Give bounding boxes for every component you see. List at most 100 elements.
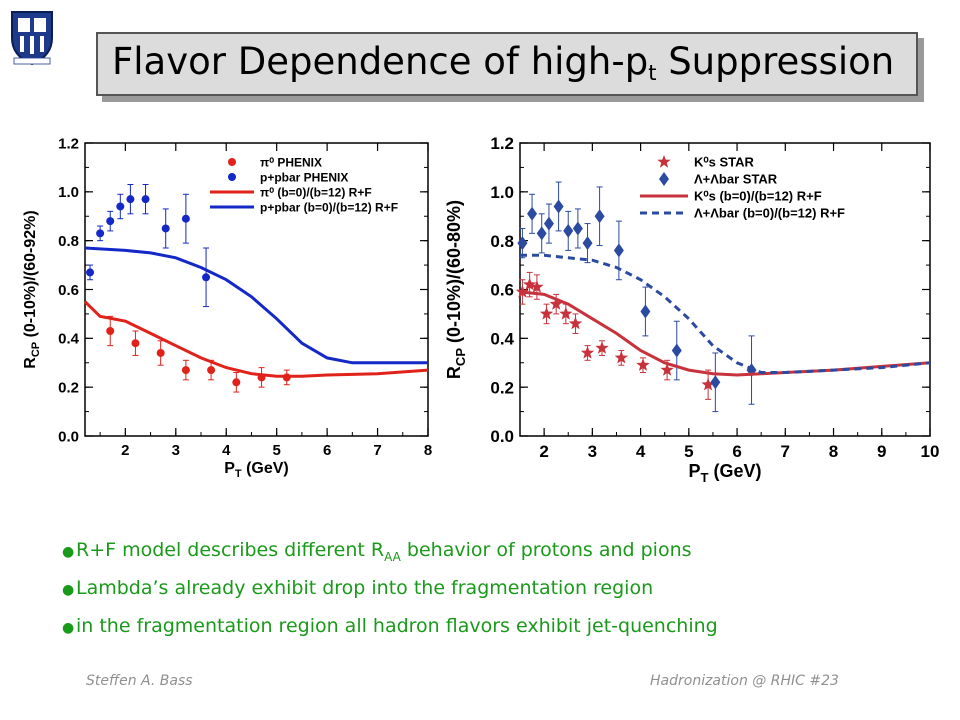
plot-frame [84, 142, 429, 437]
bullet-dot-icon: ● [62, 544, 75, 560]
x-axis-title: PT (GeV) [689, 461, 762, 485]
bullet-dot-icon: ● [62, 620, 75, 636]
university-shield-logo [11, 11, 53, 66]
legend-marker [228, 158, 236, 166]
y-tick-label: 0.2 [58, 380, 79, 397]
x-tick-label: 8 [829, 442, 838, 461]
x-tick-label: 2 [539, 442, 548, 461]
data-point [640, 304, 651, 319]
legend-label: K⁰s STAR [694, 155, 754, 170]
data-point [202, 273, 211, 282]
y-tick-label: 0.8 [490, 232, 514, 251]
bullet-post: behavior of protons and pions [400, 539, 692, 561]
x-tick-label: 7 [781, 442, 790, 461]
bullet-list: ●R+F model describes different RAA behav… [62, 537, 718, 651]
bullet-dot-icon: ● [62, 582, 75, 598]
data-point [517, 236, 528, 251]
legend-marker [659, 172, 669, 186]
legend-label: π⁰ (b=0)/(b=12) R+F [260, 185, 372, 199]
data-point [613, 243, 624, 258]
data-point [671, 343, 682, 358]
chart-left: 0.0 0.2 0.4 0.6 0.8 1.0 1.2 2 3 4 5 6 7 8 PT (GeV) RCP … [22, 135, 432, 480]
plot-frame [519, 142, 931, 437]
data-point [523, 277, 537, 291]
x-tick-label: 9 [877, 442, 886, 461]
y-tick-label: 0.6 [490, 281, 514, 300]
data-point [539, 306, 554, 320]
y-tick-label: 0.4 [490, 329, 514, 348]
y-tick-label: 1.0 [490, 183, 514, 202]
data-point [580, 346, 595, 359]
data-point [660, 363, 674, 376]
bullet-pre: in the fragmentation region all hadron f… [76, 615, 718, 637]
y-tick-label: 1.2 [58, 135, 79, 152]
data-point [595, 341, 609, 354]
legend-marker [657, 155, 671, 168]
bullet-item: ●Lambda’s already exhibit drop into the … [62, 575, 718, 613]
data-point [131, 339, 140, 348]
chart-right: 0.0 0.2 0.4 0.6 0.8 1.0 1.2 2 3 4 5 6 7 8 9 10 PT (GeV) R… [444, 134, 940, 485]
y-tick-label: 1.2 [490, 134, 514, 153]
data-point [106, 327, 115, 336]
y-tick-label: 0.6 [58, 282, 79, 299]
data-point [96, 229, 105, 238]
legend-label: p+pbar PHENIX [260, 170, 348, 184]
data-point [582, 236, 593, 251]
y-tick-label: 0.0 [58, 428, 79, 445]
data-point [126, 195, 135, 204]
x-tick-label: 10 [921, 442, 940, 461]
x-axis-title: PT (GeV) [224, 460, 289, 480]
data-point [572, 221, 583, 236]
data-point [543, 216, 554, 231]
bullet-pre: R+F model describes different R [76, 539, 385, 561]
data-point [568, 316, 583, 330]
data-point [536, 226, 547, 241]
data-point [549, 297, 563, 310]
y-tick-label: 1.0 [58, 184, 79, 201]
x-tick-label: 7 [373, 442, 381, 459]
data-point [106, 217, 115, 226]
legend-label: Λ+Λbar (b=0)/(b=12) R+F [694, 206, 845, 221]
data-point [563, 223, 574, 238]
bullet-pre: Lambda’s already exhibit drop into the f… [76, 577, 654, 599]
x-tick-label: 3 [172, 442, 180, 459]
x-tick-label: 5 [273, 442, 281, 459]
data-point [161, 224, 170, 233]
x-tick-label: 8 [424, 442, 432, 459]
bullet-item: ●in the fragmentation region all hadron … [62, 613, 718, 651]
data-point [559, 306, 573, 320]
x-tick-label: 6 [732, 442, 741, 461]
data-point [181, 366, 190, 375]
series-line [83, 300, 429, 378]
page-title: Flavor Dependence of high-pt Suppression [112, 40, 894, 85]
x-tick-label: 4 [636, 442, 646, 461]
title-main: Flavor Dependence of high-p [112, 40, 649, 83]
data-point [156, 348, 165, 357]
data-point [594, 209, 605, 224]
y-tick-label: 0.8 [58, 233, 79, 250]
data-point [181, 214, 190, 223]
data-point [232, 378, 241, 387]
legend-label: p+pbar (b=0)/(b=12) R+F [260, 200, 398, 214]
legend-marker [228, 173, 236, 181]
legend-label: π⁰ PHENIX [260, 155, 322, 169]
legend-label: K⁰s (b=0)/(b=12) R+F [694, 189, 822, 204]
series-line [84, 246, 428, 365]
data-point [86, 268, 95, 277]
x-tick-label: 4 [222, 442, 231, 459]
data-point [530, 280, 544, 293]
footer-author: Steffen A. Bass [86, 673, 193, 689]
title-banner: Flavor Dependence of high-pt Suppression [96, 32, 918, 96]
data-point [527, 206, 538, 221]
bullet-sub: AA [384, 549, 401, 564]
y-tick-label: 0.0 [490, 427, 514, 446]
y-axis-title: RCP (0-10%)/(60-80%) [444, 200, 468, 379]
data-point [207, 366, 216, 375]
data-point [141, 195, 150, 204]
y-tick-label: 0.2 [490, 378, 514, 397]
footer-talk: Hadronization @ RHIC #23 [650, 673, 839, 689]
x-tick-label: 2 [121, 442, 129, 459]
data-point [701, 377, 715, 391]
x-tick-label: 5 [684, 442, 693, 461]
data-point [116, 202, 125, 211]
